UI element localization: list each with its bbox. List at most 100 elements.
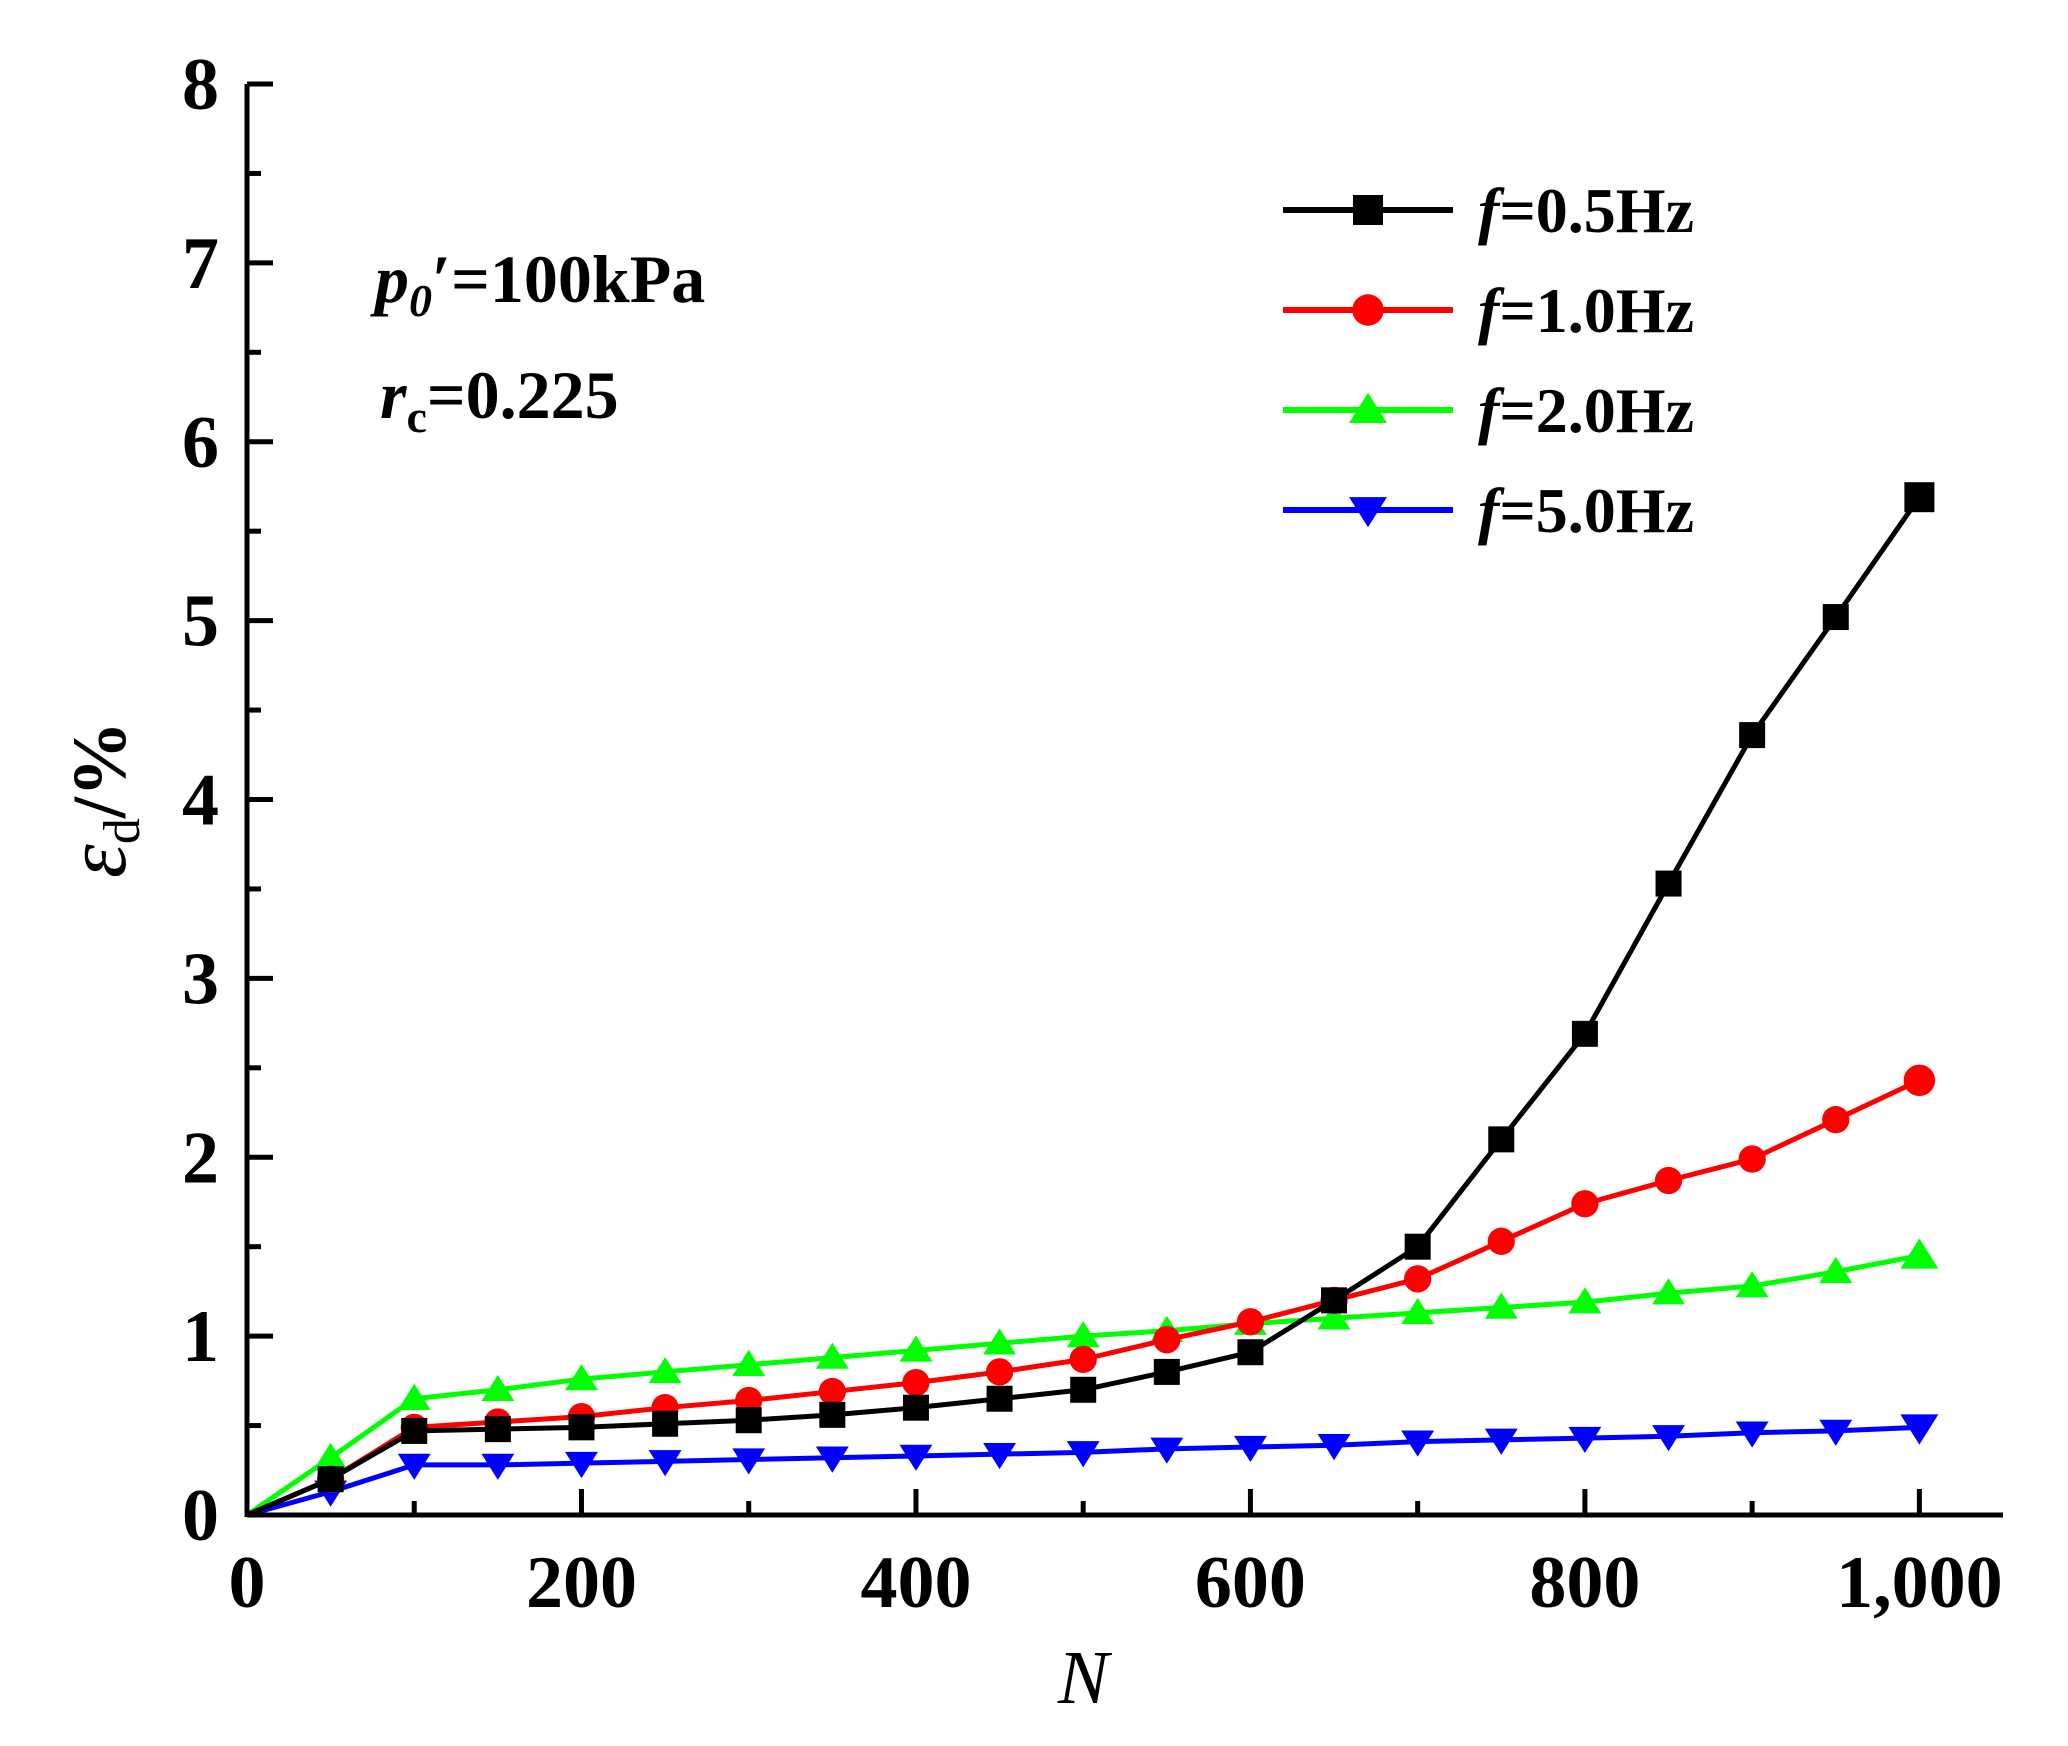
data-point (1900, 1238, 1939, 1269)
data-point (314, 1442, 348, 1469)
data-point (481, 1453, 515, 1480)
data-point (1571, 1190, 1599, 1218)
data-point (1735, 1271, 1769, 1298)
data-point (1484, 1428, 1518, 1455)
y-axis-title-unit: /% (58, 721, 142, 819)
annotations: p0′=100kPa rc=0.225 (370, 241, 705, 442)
data-point (1568, 1426, 1602, 1454)
data-point (902, 1394, 929, 1421)
data-point (1652, 1278, 1685, 1305)
data-point (484, 1416, 511, 1443)
x-tick-label: 1,000 (1836, 1542, 2003, 1624)
data-point (565, 1364, 598, 1391)
y-axis-title: εd/% (48, 721, 151, 878)
data-point (1069, 1345, 1097, 1374)
data-point (1233, 1435, 1267, 1462)
data-point (983, 1442, 1017, 1470)
data-point (819, 1401, 846, 1428)
data-point (1568, 1287, 1602, 1314)
data-point (397, 1383, 431, 1410)
data-point (985, 1358, 1014, 1386)
y-tick-label: 5 (182, 581, 219, 663)
x-tick-label: 800 (1529, 1542, 1640, 1624)
legend-label-rest: =5.0Hz (1499, 475, 1694, 546)
data-point (1903, 1064, 1936, 1097)
data-point (1735, 1421, 1769, 1448)
legend-marker (1353, 195, 1383, 225)
annotation-rc-sub: c (406, 391, 426, 442)
data-point (1654, 1166, 1683, 1195)
data-point (317, 1466, 344, 1493)
data-point (1404, 1233, 1431, 1260)
legend-marker (1349, 392, 1387, 423)
data-point (1655, 870, 1682, 897)
data-point (899, 1444, 933, 1471)
legend-label: f=0.5Hz (1478, 175, 1694, 246)
data-point (397, 1453, 431, 1480)
annotation-p0-sub: 0 (409, 275, 432, 326)
x-tick-label: 400 (860, 1542, 971, 1624)
legend-label-rest: =1.0Hz (1499, 275, 1694, 346)
y-tick-label: 0 (182, 1475, 219, 1557)
annotation-p0: p0′=100kPa (370, 241, 705, 326)
legend-label: f=1.0Hz (1478, 275, 1694, 346)
annotation-p0-rest: ′=100kPa (432, 241, 705, 317)
data-point (1153, 1358, 1180, 1385)
legend-marker (1352, 294, 1384, 326)
data-point (732, 1448, 766, 1475)
data-point (1822, 604, 1849, 631)
legend-marker (1349, 497, 1387, 528)
annotation-rc-rest: =0.225 (427, 357, 619, 433)
legend: f=0.5Hz f=1.0Hz f=2.0Hz f=5.0Hz (1283, 175, 1694, 546)
data-point (986, 1385, 1013, 1412)
data-point (1153, 1326, 1181, 1354)
series-3 (246, 1414, 1939, 1518)
annotation-rc: rc=0.225 (380, 357, 619, 442)
data-point (815, 1446, 849, 1473)
data-point (1652, 1425, 1685, 1452)
data-point (1900, 1414, 1939, 1445)
legend-label-rest: =2.0Hz (1499, 375, 1694, 446)
x-tick-label: 0 (229, 1542, 266, 1624)
legend-entry: f=0.5Hz (1283, 175, 1694, 246)
legend-label-rest: =0.5Hz (1499, 175, 1694, 246)
data-point (1404, 1265, 1432, 1293)
annotation-rc-main: r (380, 357, 407, 433)
data-point (735, 1407, 762, 1434)
data-point (565, 1451, 598, 1479)
y-tick-label: 6 (182, 402, 219, 484)
data-point (1819, 1256, 1853, 1283)
data-point (983, 1328, 1017, 1355)
data-point (401, 1417, 428, 1444)
y-axis-title-subscript: d (94, 818, 151, 844)
data-point (652, 1410, 679, 1437)
data-point (1317, 1434, 1351, 1461)
x-tick-label: 200 (526, 1542, 637, 1624)
data-point (1321, 1287, 1348, 1314)
series-2 (245, 1238, 1939, 1518)
y-tick-label: 4 (182, 760, 219, 842)
legend-label: f=5.0Hz (1478, 475, 1694, 546)
y-axis-title-symbol: ε (48, 844, 144, 878)
x-axis-title: N (1057, 1636, 1113, 1720)
data-point (1484, 1292, 1518, 1319)
data-point (1317, 1303, 1351, 1330)
annotation-p0-main: p (370, 241, 409, 317)
legend-entry: f=2.0Hz (1283, 375, 1694, 446)
data-point (1488, 1126, 1515, 1153)
data-point (1822, 1106, 1850, 1134)
y-tick-label: 1 (182, 1296, 219, 1378)
series-0 (246, 482, 1935, 1518)
data-point (1401, 1297, 1435, 1325)
data-point (1150, 1437, 1184, 1464)
data-point (1237, 1339, 1264, 1366)
data-point (1070, 1376, 1097, 1403)
data-point (1236, 1308, 1265, 1336)
data-point (815, 1342, 849, 1369)
legend-label: f=2.0Hz (1478, 375, 1694, 446)
data-point (1738, 1145, 1766, 1173)
data-point (732, 1349, 766, 1376)
data-point (899, 1335, 933, 1362)
data-point (648, 1356, 682, 1384)
